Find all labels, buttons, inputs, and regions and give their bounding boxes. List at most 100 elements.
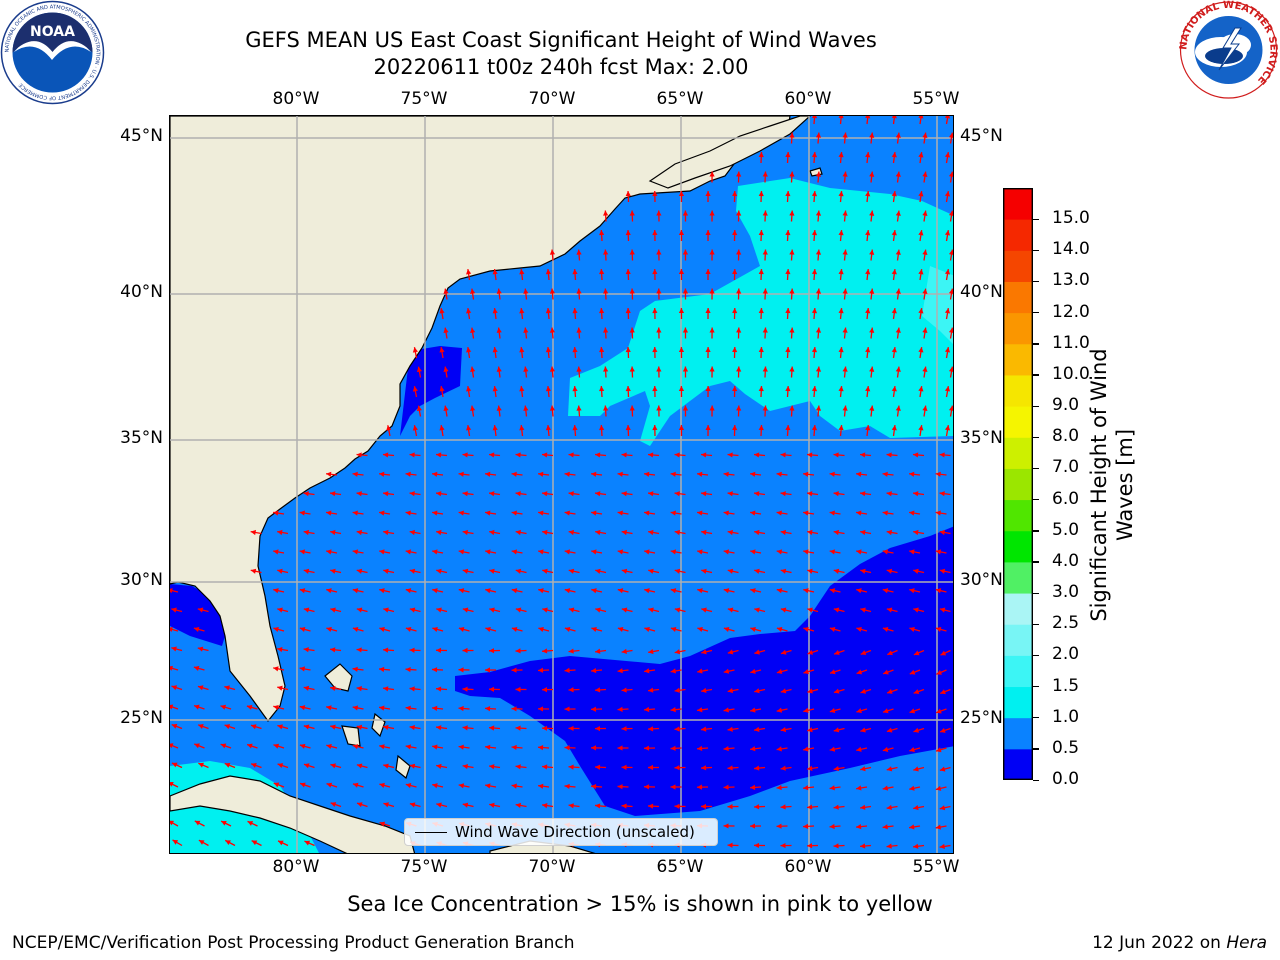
wind-wave-arrow (171, 762, 183, 769)
wind-wave-arrow (705, 424, 711, 437)
wind-wave-arrow (405, 588, 417, 594)
wind-wave-arrow (935, 510, 947, 516)
wind-wave-arrow (753, 452, 766, 458)
map-legend: Wind Wave Direction (unscaled) (404, 818, 718, 846)
land-nova-scotia (648, 116, 811, 189)
wind-wave-arrow (466, 308, 472, 320)
wind-wave-arrow (439, 386, 445, 398)
wind-wave-arrow (656, 249, 662, 261)
wind-wave-arrow (886, 607, 898, 613)
wind-wave-arrow (378, 471, 391, 477)
lat-tick-label-left: 35°N (120, 428, 163, 448)
wind-wave-arrow (758, 346, 764, 359)
wind-wave-arrow (806, 452, 819, 458)
wind-wave-arrow (409, 452, 421, 458)
wind-wave-arrow (409, 568, 421, 574)
map-panel[interactable] (169, 115, 954, 854)
wind-wave-arrow (458, 783, 470, 789)
wind-wave-arrow (299, 588, 311, 594)
wind-wave-arrow (405, 549, 417, 555)
wind-wave-arrow (860, 804, 872, 810)
wind-wave-arrow (591, 549, 603, 555)
wind-wave-arrow (621, 568, 633, 574)
wind-wave-arrow (909, 588, 921, 594)
wind-wave-arrow (621, 687, 633, 693)
wind-wave-arrow (829, 746, 841, 752)
wind-wave-arrow (656, 405, 662, 417)
wind-wave-arrow (383, 529, 395, 536)
wind-wave-arrow (869, 288, 875, 300)
colorbar-tick-mark (1033, 343, 1039, 345)
wind-wave-arrow (621, 648, 633, 654)
wind-wave-arrow (617, 784, 629, 790)
wind-wave-arrow (922, 366, 928, 378)
wind-wave-arrow (709, 171, 715, 183)
wind-wave-arrow (416, 366, 422, 378)
wind-wave-arrow (842, 405, 848, 417)
wind-wave-arrow (572, 307, 578, 320)
wind-wave-arrow (732, 229, 738, 242)
colorbar-tick-mark (1033, 280, 1039, 283)
wind-wave-arrow (674, 649, 686, 655)
lon-tick-label-bottom: 70°W (528, 857, 576, 877)
wind-wave-arrow (833, 804, 845, 810)
wind-wave-arrow (519, 307, 525, 320)
wind-wave-arrow (171, 723, 183, 730)
wind-wave-arrow (273, 588, 285, 594)
wind-wave-arrow (829, 626, 841, 632)
wind-wave-arrow (492, 425, 498, 437)
wind-wave-arrow (887, 649, 898, 656)
wind-wave-arrow (303, 607, 315, 613)
wind-wave-arrow (882, 746, 894, 752)
wind-wave-arrow (705, 268, 711, 281)
wind-wave-arrow (515, 686, 527, 693)
wind-wave-arrow (273, 510, 285, 516)
wind-wave-arrow (379, 744, 391, 750)
wind-wave-arrow (625, 424, 631, 437)
wind-wave-arrow (674, 803, 686, 809)
wind-wave-arrow (594, 687, 607, 693)
producer-credit: NCEP/EMC/Verification Post Processing Pr… (12, 933, 575, 953)
wind-wave-arrow (439, 308, 445, 320)
wind-wave-arrow (220, 743, 232, 749)
colorbar-tick-mark (1033, 717, 1039, 719)
wind-wave-arrow (647, 803, 660, 809)
wind-wave-arrow (869, 366, 875, 378)
wind-wave-arrow (250, 529, 262, 536)
wind-wave-arrow (224, 685, 236, 691)
wind-wave-arrow (299, 510, 311, 516)
wind-wave-arrow (224, 762, 236, 769)
wind-wave-arrow (436, 725, 448, 731)
wind-wave-arrow (564, 626, 576, 632)
wind-wave-arrow (736, 171, 742, 183)
wind-wave-arrow (511, 744, 523, 751)
wind-wave-arrow (432, 588, 444, 594)
wind-wave-arrow (625, 385, 631, 398)
nws-logo: NATIONAL WEATHER SERVICE (1177, 0, 1280, 100)
wind-wave-arrow (496, 288, 502, 300)
wind-wave-arrow (462, 802, 474, 808)
wind-wave-arrow (697, 510, 709, 516)
wind-wave-arrow (754, 688, 766, 694)
wind-wave-arrow (869, 249, 875, 261)
wind-wave-arrow (489, 568, 501, 574)
wind-wave-arrow (443, 366, 449, 378)
wind-wave-arrow (750, 588, 762, 594)
wind-wave-arrow (647, 452, 660, 458)
wind-wave-arrow (538, 588, 550, 594)
wind-wave-arrow (918, 152, 924, 164)
wind-wave-arrow (886, 766, 898, 772)
wind-wave-arrow (170, 704, 179, 710)
wind-wave-arrow (696, 745, 709, 752)
wind-wave-arrow (833, 765, 845, 772)
wind-wave-arrow (701, 649, 713, 655)
wind-wave-arrow (705, 190, 711, 203)
wind-wave-arrow (462, 491, 474, 497)
colorbar-swatch (1003, 219, 1033, 251)
wind-wave-arrow (732, 346, 738, 359)
wind-wave-arrow (330, 802, 342, 808)
wind-wave-arrow (789, 288, 795, 300)
wind-wave-arrow (780, 649, 792, 655)
wind-wave-arrow (466, 269, 472, 281)
colorbar-tick-label: 3.0 (1052, 582, 1080, 603)
